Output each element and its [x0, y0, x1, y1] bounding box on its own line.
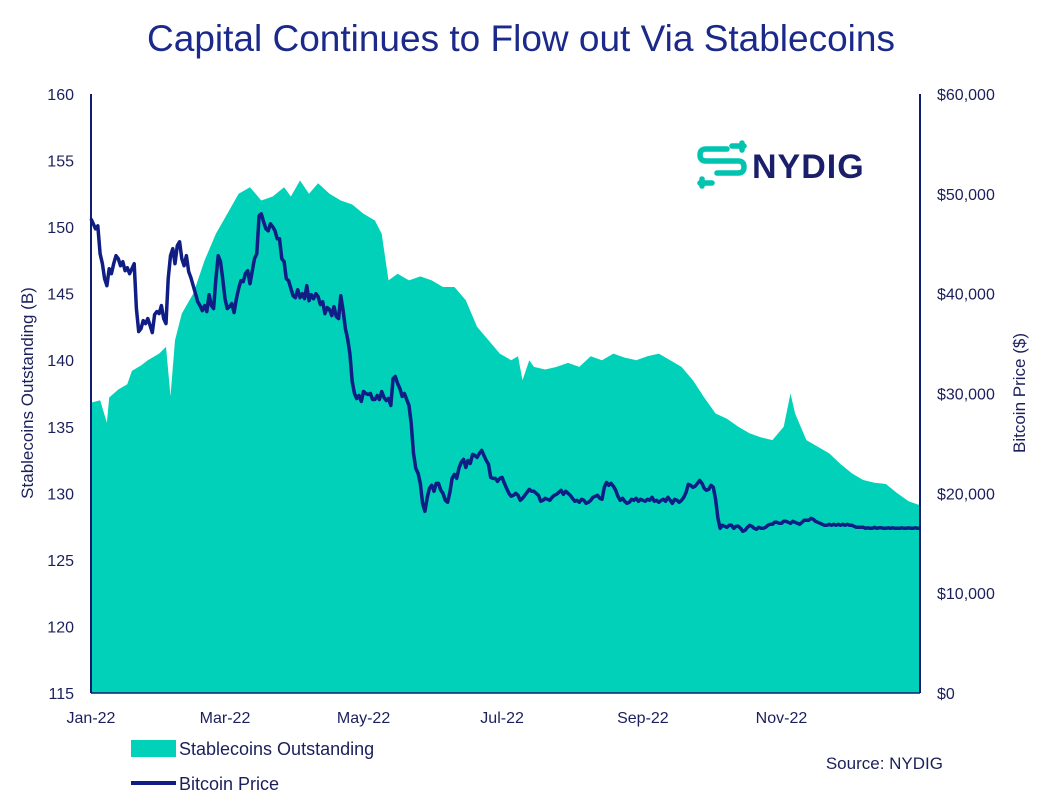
left-tick-label: 145 [47, 287, 74, 304]
right-tick-label: $20,000 [937, 486, 995, 503]
right-tick-label: $60,000 [937, 87, 995, 104]
stablecoins-area [91, 180, 920, 693]
x-tick-label: Jan-22 [67, 710, 116, 727]
chart-title: Capital Continues to Flow out Via Stable… [147, 18, 895, 59]
left-tick-label: 150 [47, 220, 74, 237]
x-tick-label: Mar-22 [200, 710, 251, 727]
logo-text: NYDIG [752, 148, 865, 186]
axes [90, 94, 921, 694]
left-tick-label: 160 [47, 87, 74, 104]
left-tick-label: 125 [47, 553, 74, 570]
nydig-logo-icon [697, 140, 747, 189]
source-note: Source: NYDIG [826, 754, 943, 773]
right-tick-label: $0 [937, 686, 955, 703]
right-tick-label: $50,000 [937, 187, 995, 204]
left-tick-label: 115 [48, 686, 74, 703]
legend: Stablecoins Outstanding Bitcoin Price [131, 739, 374, 794]
x-tick-label: Nov-22 [756, 710, 808, 727]
nydig-logo: NYDIG [697, 140, 865, 189]
left-tick-label: 120 [47, 619, 74, 636]
legend-area-swatch [131, 740, 176, 757]
x-tick-label: Sep-22 [617, 710, 669, 727]
left-axis-ticks: 115 120 125 130 135 140 145 150 155 160 [47, 87, 74, 703]
right-axis-ticks: $0 $10,000 $20,000 $30,000 $40,000 $50,000 $60… [937, 87, 995, 703]
right-tick-label: $40,000 [937, 287, 995, 304]
legend-area-label: Stablecoins Outstanding [179, 739, 374, 759]
right-tick-label: $30,000 [937, 387, 995, 404]
x-tick-label: May-22 [337, 710, 390, 727]
bitcoin-price-line [89, 212, 920, 534]
left-tick-label: 130 [47, 486, 74, 503]
left-tick-label: 155 [47, 154, 74, 171]
legend-line-label: Bitcoin Price [179, 774, 279, 794]
left-axis-title: Stablecoins Outstanding (B) [18, 287, 37, 499]
left-tick-label: 140 [47, 353, 74, 370]
right-axis-title: Bitcoin Price ($) [1010, 333, 1029, 453]
x-tick-label: Jul-22 [480, 710, 524, 727]
plot-area [89, 180, 920, 693]
x-axis-ticks: Jan-22 Mar-22 May-22 Jul-22 Sep-22 Nov-22 [67, 710, 808, 727]
right-tick-label: $10,000 [937, 586, 995, 603]
left-tick-label: 135 [47, 420, 74, 437]
